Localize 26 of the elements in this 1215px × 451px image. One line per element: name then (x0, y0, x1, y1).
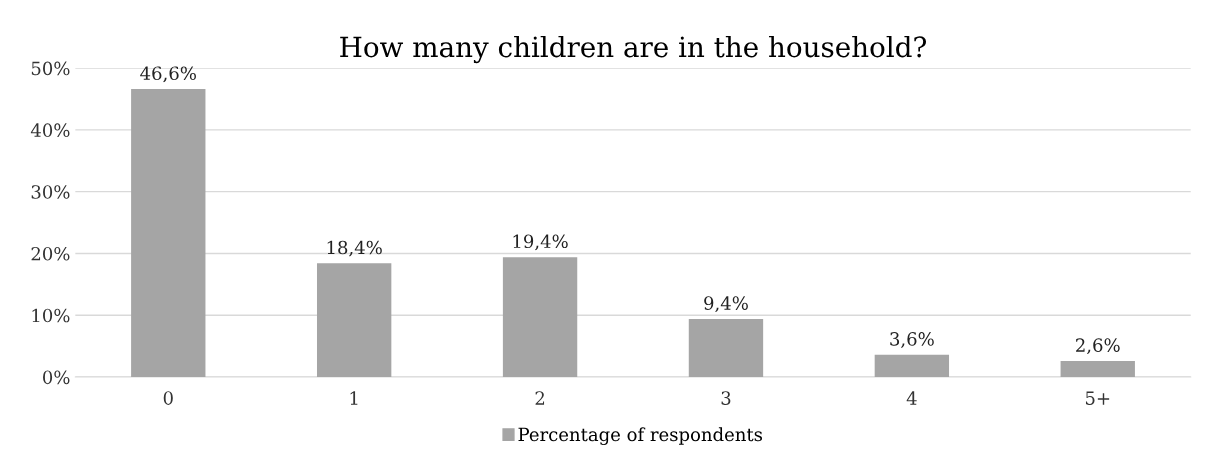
data-label: 18,4% (327, 240, 382, 257)
y-tick-label: 0% (43, 370, 70, 385)
bar (874, 354, 950, 378)
legend-label: Percentage of respondents (518, 427, 763, 445)
x-tick-label: 4 (906, 391, 917, 405)
y-tick-label: 30% (31, 185, 70, 199)
x-tick-label: 1 (350, 391, 358, 405)
data-label: 19,4% (513, 234, 568, 251)
bar (316, 263, 392, 378)
data-label: 2,6% (1076, 338, 1120, 355)
x-tick-label: 5+ (1085, 391, 1110, 405)
y-tick-label: 50% (31, 61, 70, 76)
bar (1060, 360, 1135, 378)
bar (502, 257, 578, 378)
bar (131, 89, 206, 378)
y-tick-label: 40% (30, 123, 70, 137)
x-tick-label: 0 (163, 391, 173, 405)
chart-title: How many children are in the household? (340, 35, 927, 64)
data-label: 46,6% (140, 66, 196, 83)
y-tick-label: 10% (32, 308, 70, 323)
x-tick-label: 2 (535, 391, 545, 405)
x-tick-label: 3 (721, 391, 731, 405)
y-tick-label: 20% (31, 246, 70, 261)
bar (688, 318, 764, 378)
data-label: 9,4% (704, 296, 748, 313)
data-label: 3,6% (890, 332, 934, 348)
